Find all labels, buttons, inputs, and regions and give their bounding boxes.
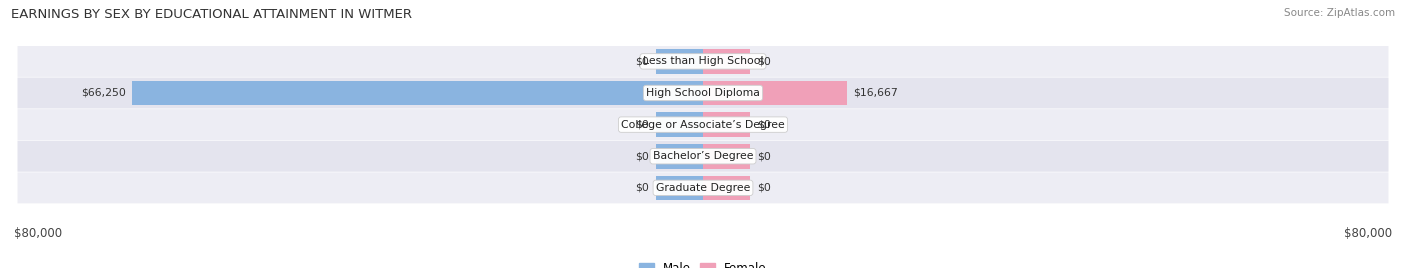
Text: High School Diploma: High School Diploma — [647, 88, 759, 98]
Text: $80,000: $80,000 — [14, 227, 62, 240]
Bar — [655, 176, 703, 200]
Bar — [132, 81, 703, 105]
Bar — [703, 81, 846, 105]
Bar — [703, 144, 751, 169]
Text: $16,667: $16,667 — [853, 88, 898, 98]
Bar — [703, 49, 751, 74]
Bar — [655, 144, 703, 169]
Legend: Male, Female: Male, Female — [634, 258, 772, 268]
Text: $80,000: $80,000 — [1344, 227, 1392, 240]
Text: Graduate Degree: Graduate Degree — [655, 183, 751, 193]
FancyBboxPatch shape — [17, 109, 1389, 140]
Text: $0: $0 — [636, 183, 648, 193]
Text: $66,250: $66,250 — [80, 88, 125, 98]
Text: $0: $0 — [758, 56, 770, 66]
Text: $0: $0 — [636, 120, 648, 130]
Text: Source: ZipAtlas.com: Source: ZipAtlas.com — [1284, 8, 1395, 18]
Bar — [703, 176, 751, 200]
Text: $0: $0 — [758, 120, 770, 130]
Text: EARNINGS BY SEX BY EDUCATIONAL ATTAINMENT IN WITMER: EARNINGS BY SEX BY EDUCATIONAL ATTAINMEN… — [11, 8, 412, 21]
FancyBboxPatch shape — [17, 141, 1389, 172]
FancyBboxPatch shape — [17, 172, 1389, 203]
Text: $0: $0 — [636, 151, 648, 161]
Text: $0: $0 — [758, 151, 770, 161]
Text: $0: $0 — [636, 56, 648, 66]
FancyBboxPatch shape — [17, 77, 1389, 109]
Bar — [703, 112, 751, 137]
Text: College or Associate’s Degree: College or Associate’s Degree — [621, 120, 785, 130]
FancyBboxPatch shape — [17, 46, 1389, 77]
Bar — [655, 112, 703, 137]
Text: Bachelor’s Degree: Bachelor’s Degree — [652, 151, 754, 161]
Text: $0: $0 — [758, 183, 770, 193]
Text: Less than High School: Less than High School — [643, 56, 763, 66]
Bar — [655, 49, 703, 74]
